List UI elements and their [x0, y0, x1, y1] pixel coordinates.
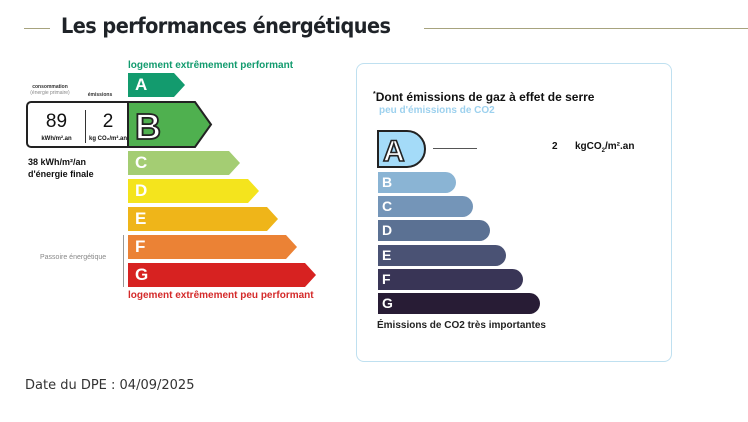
- ges-title: *Dont émissions de gaz à effet de serre: [373, 90, 594, 104]
- svg-text:B: B: [135, 106, 161, 147]
- ges-class-d: D: [378, 220, 490, 241]
- energy-class-g: G: [128, 263, 316, 287]
- consumption-unit: kWh/m².an: [41, 136, 72, 142]
- title-divider-left: [24, 28, 50, 29]
- final-energy-value: 38 kWh/m²/an: [28, 157, 87, 167]
- energy-top-label: logement extrêmement performant: [128, 60, 294, 71]
- ges-class-f: F: [378, 269, 523, 290]
- section-title: Les performances énergétiques: [61, 14, 391, 38]
- section-header: Les performances énergétiques: [0, 14, 748, 44]
- energy-class-d: D: [128, 179, 259, 203]
- consumption-header-sub: (énergie primaire): [30, 90, 70, 96]
- ges-bottom-label: Émissions de CO2 très importantes: [377, 320, 546, 331]
- consumption-header-label: consommation: [32, 84, 68, 90]
- ges-class-g: G: [378, 293, 540, 314]
- consumption-header: consommation (énergie primaire): [26, 84, 74, 96]
- ges-pointer-line: [433, 148, 477, 149]
- passoire-label: Passoire énergétique: [40, 254, 107, 261]
- consumption-value: 89: [45, 111, 68, 132]
- energy-class-letter: E: [135, 209, 147, 228]
- energy-class-letter: C: [135, 153, 148, 172]
- energy-class-letter: A: [135, 75, 148, 94]
- ges-title-marker: *: [373, 91, 376, 98]
- dpe-date: Date du DPE : 04/09/2025: [25, 378, 195, 393]
- ges-title-text: Dont émissions de gaz à effet de serre: [375, 90, 595, 104]
- energy-class-letter: G: [135, 265, 149, 284]
- svg-text:A: A: [383, 135, 405, 168]
- energy-class-letter: D: [135, 181, 148, 200]
- current-class-arrow: B: [127, 101, 213, 148]
- ges-top-label: peu d'émissions de CO2: [379, 105, 495, 116]
- emissions-header: émissions: [87, 92, 113, 98]
- emissions-unit: kg CO₂/m².an: [88, 136, 127, 142]
- ges-unit: kgCO2/m².an: [575, 141, 635, 154]
- energy-class-c: C: [128, 151, 240, 175]
- final-energy-label: d'énergie finale: [28, 169, 94, 179]
- energy-class-e: E: [128, 207, 278, 231]
- energy-value-box: 89 kWh/m².an 2 kg CO₂/m².an: [26, 101, 130, 148]
- title-divider-right: [424, 28, 748, 29]
- energy-class-f: F: [128, 235, 297, 259]
- ges-class-e: E: [378, 245, 506, 266]
- energy-class-b-current: B: [127, 101, 213, 148]
- energy-class-letter: F: [135, 237, 146, 256]
- ges-value: 2: [552, 141, 558, 152]
- ges-card: *Dont émissions de gaz à effet de serre …: [356, 63, 672, 362]
- emissions-value: 2: [102, 111, 114, 132]
- ges-class-c: C: [378, 196, 473, 217]
- final-energy-info: 38 kWh/m²/an d'énergie finale: [28, 156, 94, 180]
- ges-class-b: B: [378, 172, 456, 193]
- passoire-bracket: [123, 235, 124, 287]
- ges-class-a-current: A: [377, 130, 429, 169]
- value-divider: [85, 110, 86, 143]
- energy-class-a: A: [128, 73, 185, 97]
- energy-bottom-label: logement extrêmement peu performant: [128, 290, 314, 301]
